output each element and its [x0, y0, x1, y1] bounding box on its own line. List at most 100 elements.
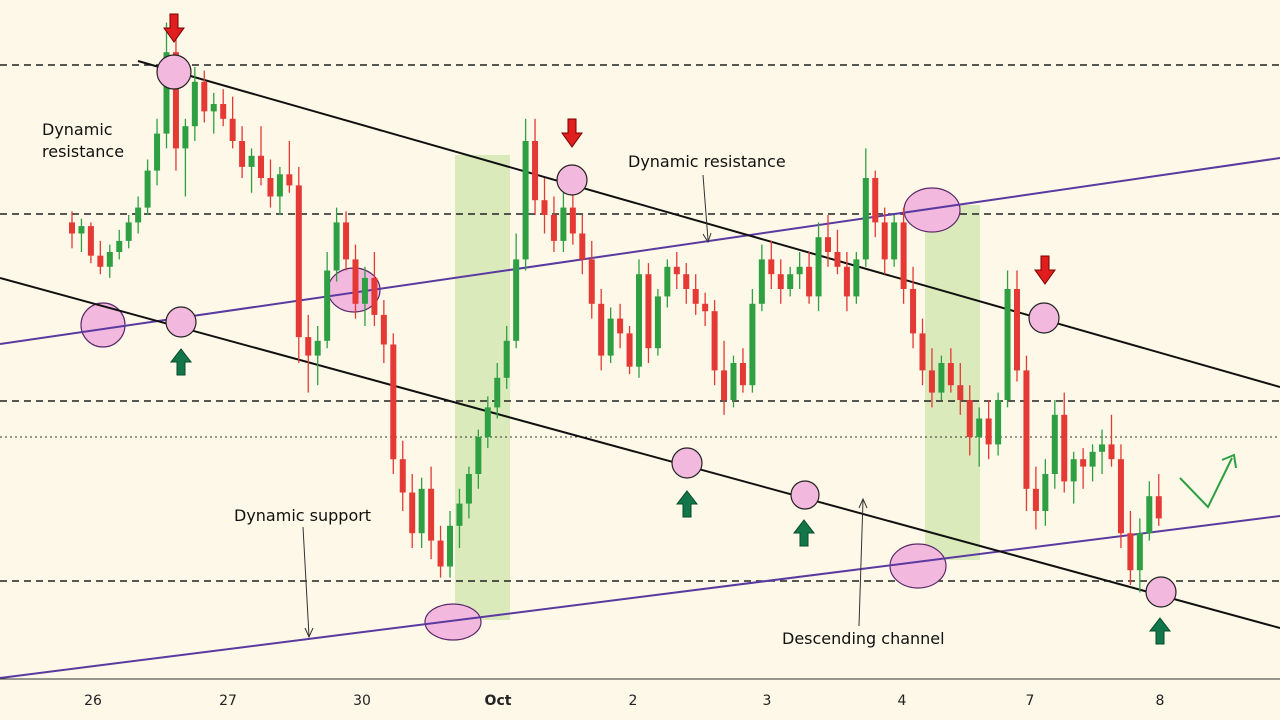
candle: [1155, 474, 1162, 526]
candle: [220, 89, 227, 127]
candle-body: [314, 340, 321, 356]
candle-body: [976, 418, 983, 437]
pointer-dynamic-resistance: [702, 174, 709, 241]
candle: [664, 259, 671, 308]
candle-body: [352, 259, 359, 304]
candle-body: [843, 266, 850, 297]
candle-body: [1051, 414, 1058, 474]
candle-body: [87, 226, 94, 256]
touch-point-circle-3: [556, 164, 588, 196]
candle: [267, 159, 274, 208]
candle: [654, 289, 661, 356]
candle: [324, 252, 331, 349]
candle: [1089, 444, 1096, 482]
candle: [919, 318, 926, 386]
candle-body: [900, 222, 907, 289]
candle-body: [1014, 289, 1020, 371]
touch-point-circle-7: [1145, 576, 1177, 608]
candle-body: [1099, 444, 1106, 452]
candle-body: [361, 277, 368, 304]
candle-body: [418, 488, 425, 534]
candle: [758, 244, 765, 312]
candle-body: [787, 274, 794, 289]
candle: [891, 215, 898, 267]
channel-lower-line: [0, 277, 1280, 629]
candle-body: [758, 259, 765, 304]
candle: [1032, 466, 1039, 530]
candle-body: [683, 274, 690, 289]
candle-body: [69, 222, 75, 234]
candle-body: [267, 178, 274, 197]
candle: [1004, 270, 1011, 408]
candle-body: [834, 252, 841, 267]
candle: [333, 207, 340, 282]
touch-zone-4: [903, 187, 961, 233]
touch-zone-5: [889, 543, 947, 589]
candle-body: [475, 437, 482, 474]
candle: [626, 326, 633, 375]
candle: [144, 159, 151, 215]
candle: [1099, 429, 1106, 474]
candle: [361, 266, 368, 326]
candle-body: [258, 155, 264, 178]
candle: [106, 244, 113, 278]
candle: [768, 240, 775, 289]
candle: [87, 222, 94, 264]
candle-body: [919, 333, 926, 371]
candle-body: [1032, 488, 1039, 511]
candle: [598, 289, 605, 371]
touch-point-circle-4: [671, 447, 703, 479]
candle-body: [1155, 496, 1162, 519]
candle: [1108, 414, 1115, 467]
candle-body: [182, 126, 189, 149]
candle: [418, 477, 425, 548]
candle: [69, 211, 75, 249]
candle: [900, 207, 907, 304]
candle-body: [286, 174, 293, 186]
candle: [1070, 451, 1077, 504]
candle-body: [673, 266, 680, 275]
candle: [78, 218, 85, 252]
candle-body: [721, 370, 728, 400]
annotation-dynamic-resistance-left-1: Dynamic: [42, 120, 113, 139]
candle: [957, 363, 964, 415]
x-tick-3: 3: [763, 693, 772, 709]
x-tick-8: 8: [1156, 693, 1165, 709]
channel-upper-line: [137, 60, 1280, 388]
candle-body: [380, 314, 387, 345]
candle: [380, 300, 387, 363]
candle: [1127, 511, 1134, 585]
candle-body: [532, 141, 539, 201]
candle: [135, 196, 142, 234]
candle-body: [191, 81, 198, 127]
candle-body: [172, 52, 179, 149]
candle: [938, 355, 945, 400]
candle: [286, 141, 293, 193]
candle-body: [1136, 533, 1143, 571]
candle-body: [862, 178, 869, 260]
buy-arrow-icon: [169, 348, 193, 376]
pointer-descending-channel: [858, 499, 864, 627]
candle: [749, 289, 756, 393]
candle: [692, 274, 699, 315]
candle: [702, 292, 709, 326]
candle-body: [428, 488, 435, 541]
candle: [560, 192, 567, 252]
candle: [1117, 444, 1124, 548]
candle: [484, 396, 491, 449]
x-tick-4: 4: [898, 693, 907, 709]
candle: [154, 118, 161, 186]
candle-body: [768, 259, 775, 275]
highlight-band-1: [455, 155, 510, 620]
candle-body: [248, 155, 255, 167]
candle-body: [305, 337, 312, 356]
annotations: Dynamic resistance Dynamic resistance Dy…: [42, 120, 945, 648]
candle-body: [1108, 444, 1115, 460]
candle: [314, 326, 321, 386]
x-axis-ticks: 26 27 30 Oct 2 3 4 7 8: [84, 693, 1164, 709]
candle: [1146, 481, 1153, 541]
candle-body: [617, 318, 624, 334]
candle-body: [739, 363, 746, 386]
